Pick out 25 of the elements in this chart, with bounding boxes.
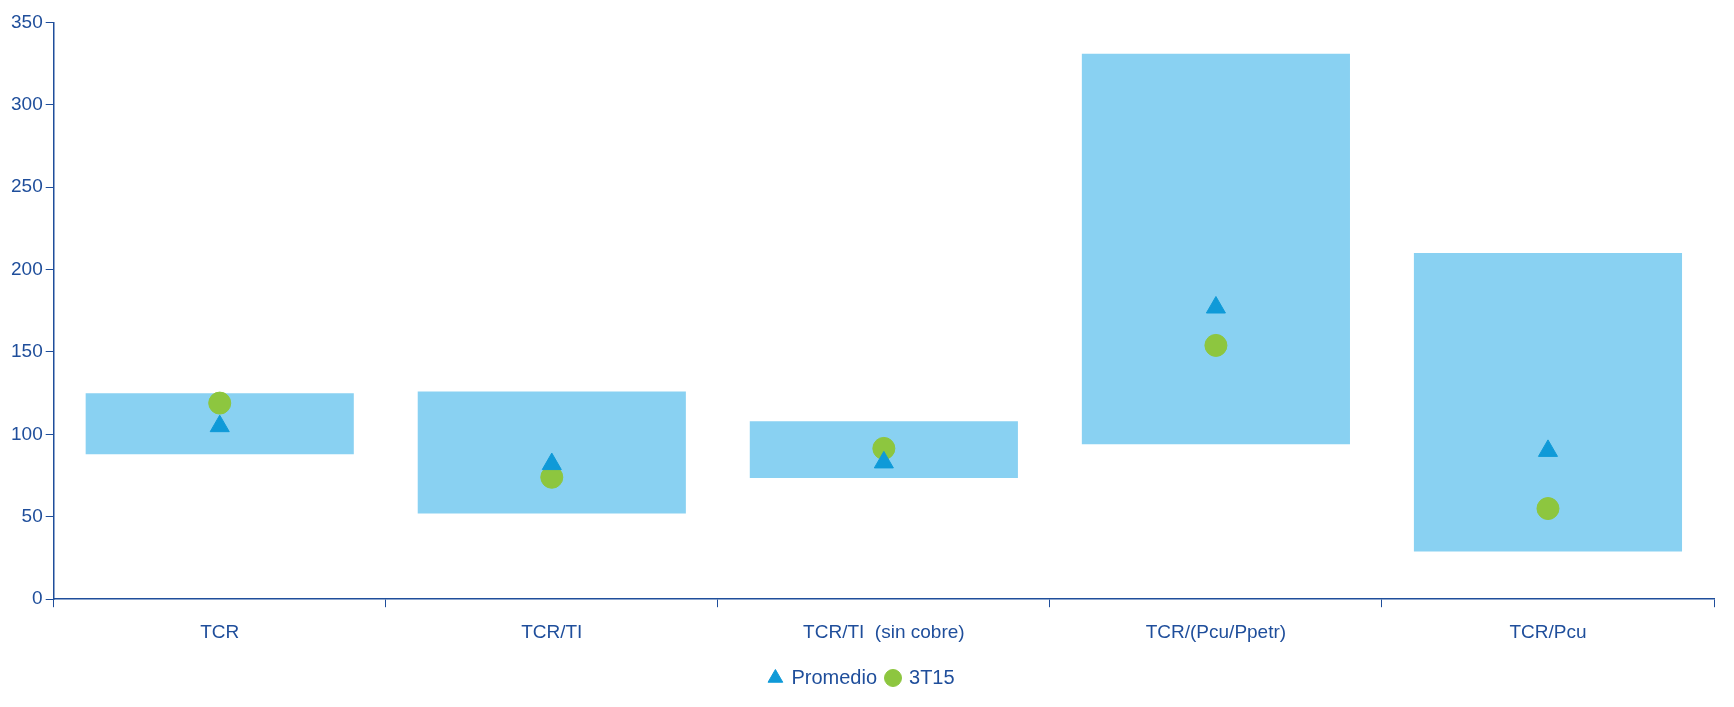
bar — [417, 391, 686, 514]
y-tick-label: 50 — [21, 505, 43, 527]
legend-label: Promedio — [791, 665, 878, 688]
bar — [1413, 253, 1683, 552]
bar — [749, 421, 1018, 479]
point — [208, 391, 232, 415]
y-tick-label: 0 — [32, 587, 43, 609]
bar — [1081, 53, 1350, 445]
x-tick-label: TCR/TI (sin cobre) — [803, 620, 965, 642]
point — [1536, 497, 1560, 521]
x-tick-label: TCR/(Pcu/Ppetr) — [1145, 620, 1287, 642]
y-tick-label: 350 — [11, 10, 43, 32]
point — [209, 414, 230, 433]
y-tick-label: 200 — [11, 257, 43, 279]
point — [1205, 296, 1226, 314]
point — [1204, 333, 1228, 357]
y-tick-label: 300 — [11, 93, 43, 115]
y-tick-label: 150 — [11, 340, 43, 362]
legend-label: 3T15 — [909, 665, 955, 688]
x-tick-label: TCR/TI — [521, 620, 583, 642]
x-tick-label: TCR — [200, 620, 240, 642]
y-tick-label: 100 — [11, 422, 43, 444]
x-tick-label: TCR/Pcu — [1509, 620, 1587, 642]
bar — [85, 393, 354, 455]
y-tick-label: 250 — [11, 175, 43, 197]
